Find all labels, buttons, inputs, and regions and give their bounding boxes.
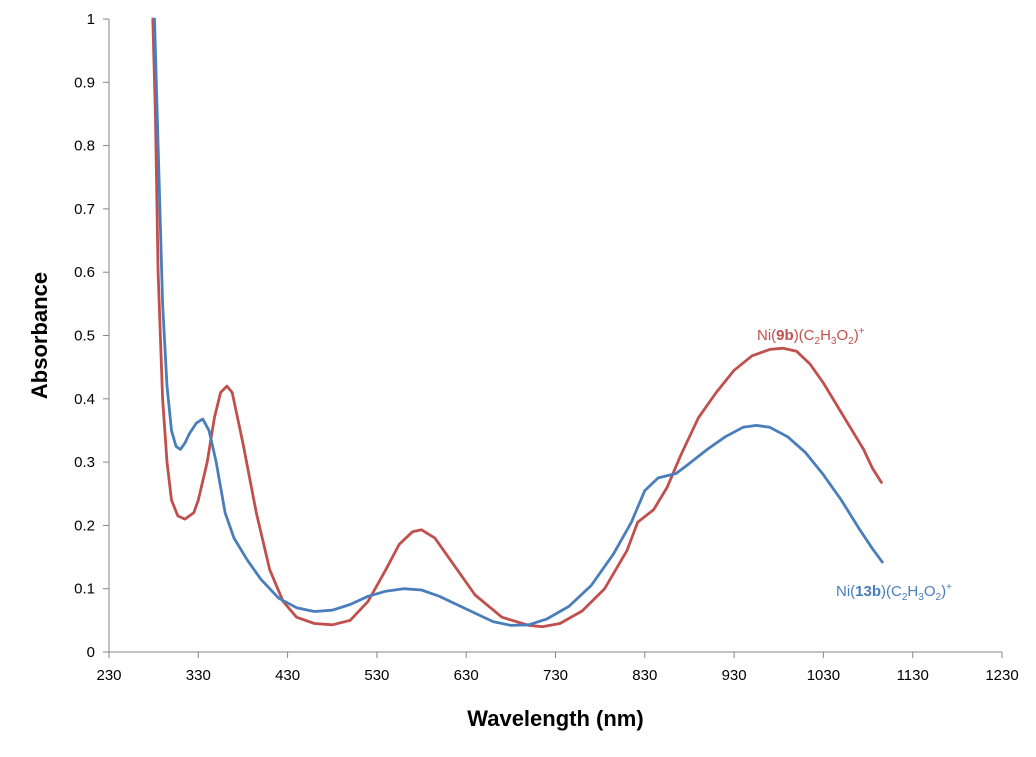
series-label-part: H — [820, 327, 831, 344]
y-tick-label: 0.4 — [74, 391, 95, 408]
series-label-2: Ni(13b)(C2H3O2)+ — [836, 582, 952, 603]
y-tick-label: 0.3 — [74, 454, 95, 471]
series-label-part: O — [836, 327, 848, 344]
y-tick-label: 1 — [87, 11, 95, 28]
series-label-part: 3 — [918, 592, 924, 603]
x-tick-label: 430 — [275, 667, 300, 684]
y-tick-label: 0.2 — [74, 517, 95, 534]
x-tick-label: 230 — [96, 667, 121, 684]
series-label-part: 9b — [776, 327, 794, 344]
series-label-part: )(C — [881, 583, 902, 600]
series-label-part: O — [924, 583, 936, 600]
x-tick-label: 530 — [364, 667, 389, 684]
y-axis: 0 0.1 0.2 0.3 0.4 0.5 0.6 0.7 0.8 0.9 1 — [74, 11, 110, 661]
y-tick-label: 0.6 — [74, 264, 95, 281]
series-lines — [151, 17, 884, 629]
series-label-part: Ni( — [836, 583, 855, 600]
series-label-part: 2 — [848, 336, 854, 347]
series-label-part: 2 — [902, 592, 908, 603]
series-label-1: Ni(9b)(C2H3O2)+ — [757, 326, 865, 347]
series-label-part: ) — [854, 327, 859, 344]
x-axis-title: Wavelength (nm) — [467, 706, 643, 731]
series-label-part: ) — [941, 583, 946, 600]
series-label-part: Ni( — [757, 327, 776, 344]
series-label-part: )(C — [794, 327, 815, 344]
x-tick-label: 830 — [632, 667, 657, 684]
x-tick-label: 1030 — [807, 667, 840, 684]
series-line-2 — [153, 17, 884, 627]
series-label-part: + — [859, 326, 865, 337]
series-labels: Ni(9b)(C2H3O2)+Ni(13b)(C2H3O2)+ — [757, 326, 952, 603]
y-tick-label: 0.7 — [74, 201, 95, 218]
series-label-part: H — [907, 583, 918, 600]
y-tick-label: 0.9 — [74, 74, 95, 91]
series-label-part: 3 — [831, 336, 837, 347]
series-label-part: + — [946, 582, 952, 593]
x-tick-label: 330 — [186, 667, 211, 684]
x-tick-label: 930 — [722, 667, 747, 684]
series-label-part: 2 — [936, 592, 942, 603]
y-tick-label: 0.1 — [74, 581, 95, 598]
x-axis: 230 330 430 530 630 730 830 930 1030 1130 1230 — [96, 651, 1019, 684]
x-tick-label: 1230 — [985, 667, 1018, 684]
x-tick-label: 630 — [454, 667, 479, 684]
x-tick-label: 730 — [543, 667, 568, 684]
x-tick-label: 1130 — [897, 667, 929, 684]
series-label-part: 13b — [855, 583, 881, 600]
y-tick-label: 0 — [87, 644, 95, 661]
y-axis-title: Absorbance — [27, 272, 52, 399]
y-tick-label: 0.5 — [74, 328, 95, 345]
y-tick-label: 0.8 — [74, 138, 95, 155]
series-label-part: 2 — [815, 336, 821, 347]
series-line-1 — [151, 17, 883, 629]
